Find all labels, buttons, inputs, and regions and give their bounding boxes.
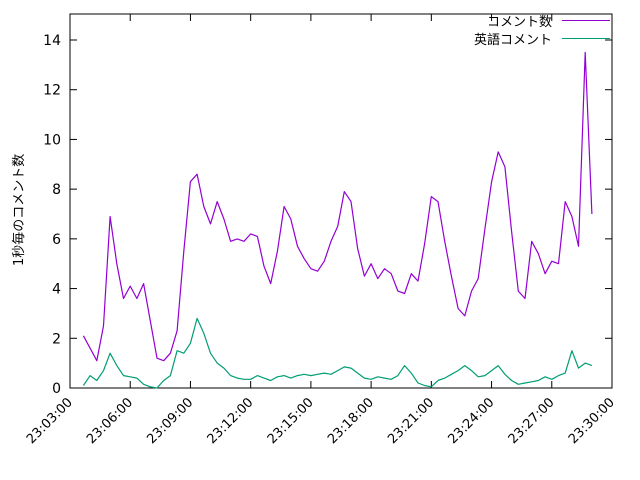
legend-item-comments: コメント数 xyxy=(474,13,610,30)
legend-line-sample-english xyxy=(562,38,610,39)
y-tick-label: 2 xyxy=(52,331,61,347)
x-tick-label: 23:15:00 xyxy=(265,395,317,447)
y-tick-label: 6 xyxy=(52,232,61,248)
x-tick-label: 23:03:00 xyxy=(24,395,76,447)
x-tick-label: 23:30:00 xyxy=(566,395,618,447)
x-tick-label: 23:09:00 xyxy=(144,395,196,447)
x-tick-label: 23:06:00 xyxy=(84,395,136,447)
legend-item-english: 英語コメント xyxy=(473,31,610,48)
legend-label-comments: コメント数 xyxy=(486,15,552,30)
series-line-english xyxy=(82,317,593,389)
series-line-comments xyxy=(82,51,593,362)
plot-border xyxy=(69,13,613,389)
y-tick-label: 14 xyxy=(43,33,61,49)
y-tick-label: 10 xyxy=(43,132,61,148)
legend-label-english: 英語コメント xyxy=(473,33,552,48)
x-tick-label: 23:21:00 xyxy=(385,395,437,447)
y-tick-label: 4 xyxy=(52,282,61,298)
x-tick-label: 23:18:00 xyxy=(325,395,377,447)
y-tick-label: 12 xyxy=(43,83,61,99)
x-tick-label: 23:27:00 xyxy=(506,395,558,447)
legend: コメント数 英語コメント xyxy=(473,13,610,48)
y-tick-label: 8 xyxy=(52,182,61,198)
x-tick-label: 23:12:00 xyxy=(205,395,257,447)
legend-line-sample-comments xyxy=(562,20,610,21)
y-tick-label: 0 xyxy=(52,381,61,397)
y-axis-title: 1秒毎のコメント数 xyxy=(12,153,27,266)
x-tick-label: 23:24:00 xyxy=(445,395,497,447)
